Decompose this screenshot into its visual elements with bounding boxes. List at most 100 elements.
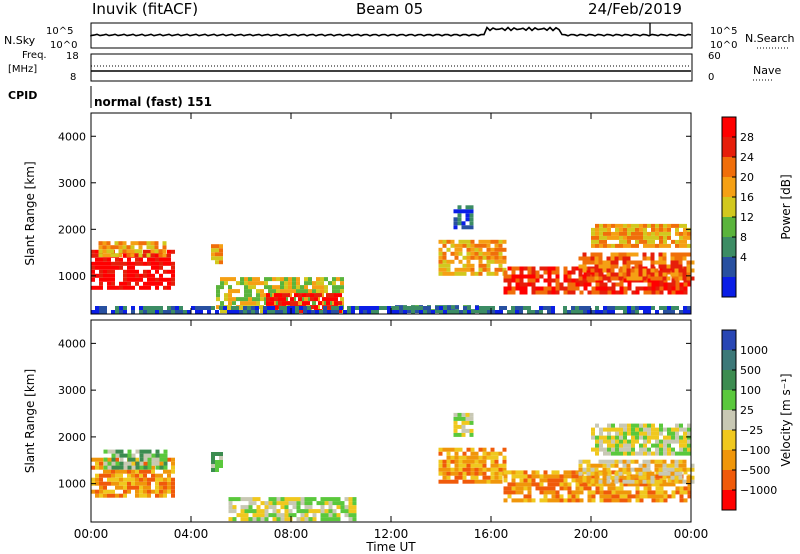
velocity-echo-cell: [478, 447, 483, 452]
power-echo-cell: [659, 227, 663, 232]
velocity-echo-cell: [276, 517, 281, 522]
power-echo-cell: [683, 223, 687, 228]
velocity-echo-cell: [135, 485, 139, 490]
velocity-echo-region: [578, 459, 695, 484]
power-echo-cell: [335, 306, 339, 310]
power-echo-cell: [318, 301, 322, 306]
velocity-echo-cell: [171, 477, 175, 482]
velocity-echo-cell: [567, 470, 572, 475]
colorbar-swatch: [722, 410, 736, 430]
power-echo-cell: [507, 282, 512, 287]
power-echo-cell: [598, 256, 603, 261]
velocity-echo-cell: [667, 443, 671, 448]
power-echo-cell: [123, 261, 127, 266]
nsearch-label: N.Search: [745, 32, 795, 45]
power-echo-region: [578, 252, 695, 281]
power-echo-cell: [615, 282, 620, 287]
velocity-echo-cell: [619, 474, 624, 479]
power-echo-cell: [543, 270, 548, 275]
power-echo-cell: [502, 247, 507, 252]
power-echo-cell: [655, 310, 659, 314]
power-echo-cell: [272, 289, 276, 294]
power-echo-cell: [310, 305, 314, 310]
power-echo-cell: [687, 306, 691, 310]
velocity-echo-cell: [454, 479, 459, 484]
velocity-echo-cell: [171, 469, 175, 474]
power-echo-cell: [486, 247, 491, 252]
velocity-echo-cell: [478, 479, 483, 484]
power-echo-cell: [340, 285, 344, 290]
velocity-echo-cell: [478, 459, 483, 464]
power-echo-cell: [615, 243, 619, 248]
power-echo-cell: [631, 231, 635, 236]
power-echo-cell: [263, 310, 267, 314]
power-echo-cell: [555, 286, 560, 291]
power-echo-cell: [240, 305, 244, 310]
velocity-echo-cell: [292, 497, 297, 502]
velocity-echo-cell: [119, 485, 123, 490]
power-echo-cell: [603, 227, 607, 232]
velocity-echo-cell: [614, 459, 619, 464]
power-echo-cell: [139, 257, 143, 262]
velocity-echo-cell: [687, 427, 691, 432]
power-echo-cell: [179, 310, 183, 314]
power-echo-cell: [280, 289, 284, 294]
power-echo-cell: [478, 247, 483, 252]
power-echo-cell: [498, 239, 503, 244]
power-echo-cell: [511, 286, 516, 291]
power-echo-cell: [438, 259, 443, 264]
velocity-echo-cell: [551, 490, 556, 495]
power-echo-cell: [638, 260, 643, 265]
velocity-echo-cell: [115, 469, 119, 474]
power-echo-cell: [626, 264, 631, 269]
velocity-echo-cell: [602, 471, 607, 476]
velocity-echo-cell: [462, 475, 467, 480]
power-echo-cell: [627, 306, 631, 310]
x-tick-label: 12:00: [374, 527, 409, 541]
velocity-echo-cell: [666, 471, 671, 476]
power-echo-cell: [622, 264, 627, 269]
power-echo-cell: [431, 310, 435, 314]
velocity-echo-cell: [151, 453, 156, 458]
velocity-echo-cell: [442, 479, 447, 484]
power-echo-cell: [479, 306, 483, 310]
velocity-echo-cell: [667, 435, 671, 440]
power-echo-cell: [219, 260, 223, 265]
power-echo-cell: [663, 235, 667, 240]
power-echo-cell: [155, 277, 159, 282]
velocity-echo-cell: [215, 460, 219, 464]
velocity-echo-cell: [215, 464, 219, 468]
velocity-echo-cell: [643, 427, 647, 432]
velocity-echo-cell: [111, 449, 116, 454]
colorbar-swatch: [722, 450, 736, 470]
power-echo-cell: [519, 282, 524, 287]
velocity-echo-cell: [446, 479, 451, 484]
power-echo-cell: [256, 289, 260, 294]
power-echo-cell: [239, 310, 243, 314]
power-echo-cell: [462, 271, 467, 276]
power-echo-cell: [207, 310, 211, 314]
power-echo-cell: [211, 248, 215, 253]
power-echo-cell: [622, 272, 627, 277]
velocity-echo-cell: [163, 469, 167, 474]
velocity-echo-cell: [663, 498, 668, 503]
velocity-echo-cell: [502, 447, 507, 452]
velocity-echo-cell: [135, 449, 140, 454]
velocity-echo-cell: [543, 490, 548, 495]
velocity-echo-cell: [531, 482, 536, 487]
power-echo-cell: [143, 281, 147, 286]
power-echo-cell: [647, 282, 652, 287]
velocity-echo-cell: [244, 497, 249, 502]
power-echo-cell: [539, 286, 544, 291]
velocity-echo-cell: [619, 447, 623, 452]
power-echo-cell: [547, 266, 552, 271]
power-echo-cell: [671, 290, 676, 295]
date-title: 24/Feb/2019: [588, 0, 682, 18]
velocity-echo-cell: [674, 463, 679, 468]
velocity-echo-cell: [623, 498, 628, 503]
velocity-echo-cell: [623, 447, 627, 452]
power-echo-cell: [296, 281, 300, 286]
velocity-echo-cell: [595, 451, 599, 456]
velocity-echo-cell: [328, 497, 333, 502]
velocity-echo-cell: [139, 473, 143, 478]
